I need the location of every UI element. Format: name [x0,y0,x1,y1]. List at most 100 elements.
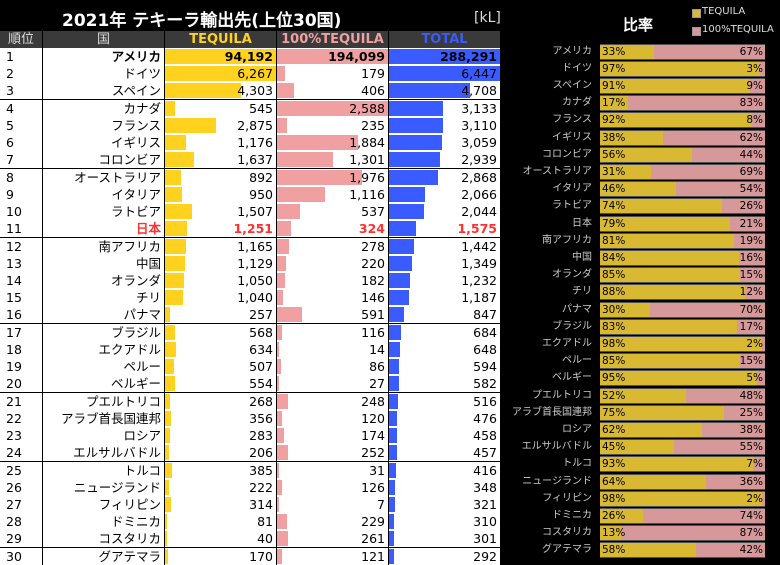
table-row: 22 アラブ首長国連邦 356 120 476 [0,409,500,427]
tequila100-cell: 261 [277,530,388,548]
ratio-tequila100-bar [702,422,765,437]
country-cell: ベルギー [43,375,164,393]
tequila100-cell: 252 [277,444,388,462]
total-value: 648 [473,341,497,357]
ratio-row: 84% 16% [600,249,765,266]
ratio-tequila-bar [600,199,723,214]
ratio-tequila-pct: 98% [602,337,626,350]
tequila-cell: 206 [165,444,276,462]
total-value: 416 [473,462,497,478]
table-row: 1 アメリカ 94,192 194,099 288,291 [0,48,500,65]
tequila-value: 81 [257,514,273,530]
header-tequila100: 100%TEQUILA [277,31,388,48]
ratio-tequila-bar [600,354,741,369]
tequila100-value: 182 [361,272,385,288]
tequila100-cell: 220 [277,254,388,272]
ratio-tequila-bar [600,319,737,334]
ratio-country-label: イギリス [552,131,592,143]
total-bar [389,238,414,254]
table-row: 10 ラトビア 1,507 537 2,044 [0,203,500,221]
tequila-cell: 1,050 [165,271,276,289]
table-row: 17 ブラジル 568 116 684 [0,323,500,341]
rank-cell: 10 [0,203,42,221]
tequila100-value: 248 [361,393,385,409]
ratio-tequila-pct: 88% [602,286,626,299]
total-value: 292 [473,548,497,564]
tequila100-cell: 174 [277,427,388,445]
total-bar [389,255,413,271]
total-value: 2,868 [461,169,497,185]
ratio-tequila-bar [600,457,754,472]
tequila-bar [165,496,171,512]
country-cell: オランダ [43,271,164,289]
ratio-tequila100-pct: 48% [739,389,763,402]
tequila100-cell: 324 [277,220,388,238]
tequila-bar [165,376,175,392]
table-row: 15 チリ 1,040 146 1,187 [0,289,500,307]
tequila100-bar [277,49,388,64]
country-cell: アメリカ [43,48,164,65]
total-bar [389,272,411,288]
tequila-cell: 257 [165,306,276,324]
tequila100-bar [277,479,283,495]
tequila-value: 314 [249,496,273,512]
rank-cell: 27 [0,495,42,513]
total-value: 3,133 [461,100,497,116]
ratio-tequila100-bar [654,44,765,59]
ratio-tequila-pct: 30% [602,303,626,316]
rank-cell: 1 [0,48,42,65]
total-cell: 2,066 [389,185,500,203]
total-bar [389,531,395,547]
ratio-tequila100-bar [651,164,765,179]
rank-cell: 13 [0,254,42,272]
table-row: 12 南アフリカ 1,165 278 1,442 [0,237,500,255]
ratio-tequila-bar [600,508,643,523]
tequila-cell: 634 [165,340,276,358]
total-cell: 2,868 [389,168,500,186]
ratio-row: 62% 38% [600,421,765,438]
total-cell: 4,708 [389,82,500,100]
tequila-value: 1,251 [233,221,273,237]
total-value: 3,059 [461,135,497,151]
country-cell: プエルトリコ [43,392,164,410]
ratio-tequila100-pct: 69% [739,165,763,178]
tequila100-bar [277,462,279,478]
tequila100-cell: 120 [277,409,388,427]
tequila-bar [165,359,174,375]
ratio-country-label: グアテマラ [542,544,592,556]
ratio-row: 98% 2% [600,335,765,352]
total-cell: 6,447 [389,65,500,83]
total-value: 301 [473,531,497,547]
ratio-tequila100-pct: 19% [739,234,763,247]
ratio-tequila100-bar [692,147,765,162]
ratio-country-label: ブラジル [552,320,592,332]
ratio-country-label: ロシア [562,423,592,435]
ratio-tequila-bar [600,440,675,455]
total-value: 476 [473,410,497,426]
ratio-country-label: カナダ [562,97,592,109]
tequila100-bar [277,496,279,512]
tequila-cell: 568 [165,323,276,341]
ratio-tequila-pct: 31% [602,165,626,178]
tequila-cell: 1,165 [165,237,276,255]
tequila100-cell: 1,301 [277,151,388,169]
total-value: 1,232 [461,272,497,288]
tequila-bar [165,49,276,64]
total-cell: 1,442 [389,237,500,255]
country-cell: ドイツ [43,65,164,83]
table-row: 6 イギリス 1,176 1,884 3,059 [0,134,500,152]
total-value: 2,044 [461,204,497,220]
tequila100-bar [277,307,303,323]
ratio-row: 17% 83% [600,95,765,112]
tequila100-value: 146 [361,290,385,306]
table-row: 24 エルサルバドル 206 252 457 [0,444,500,462]
ratio-tequila100-bar [730,216,765,231]
ratio-row: 79% 21% [600,215,765,232]
tequila-value: 6,267 [237,66,273,82]
tequila-bar [165,117,216,133]
tequila-value: 634 [249,341,273,357]
tequila-bar [165,66,276,82]
total-value: 1,575 [457,221,497,237]
ratio-country-label: スペイン [552,79,592,91]
ratio-tequila100-bar [662,130,765,145]
